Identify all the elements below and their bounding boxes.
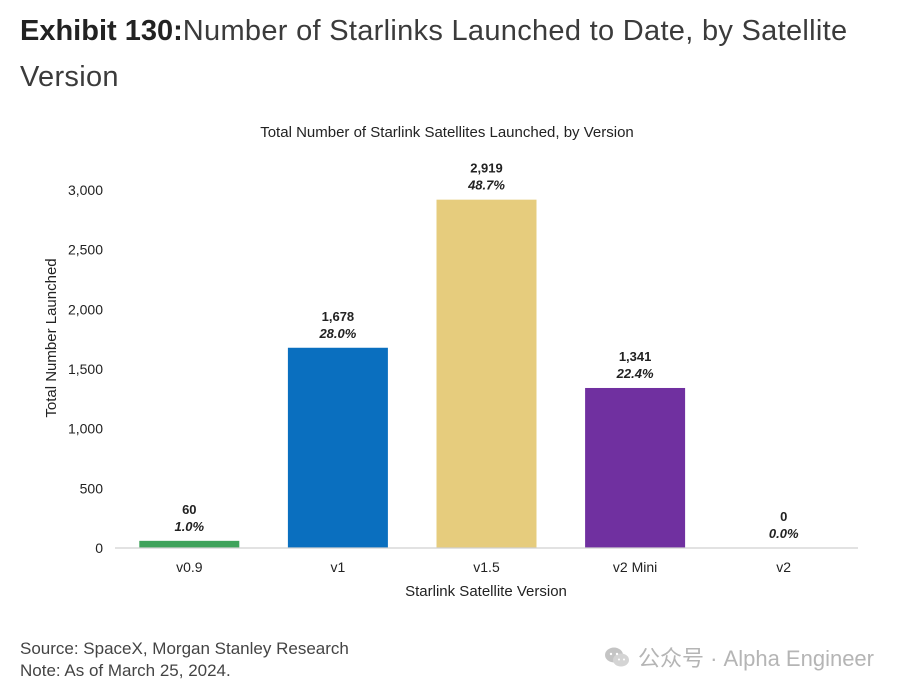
percent-label: 22.4% — [616, 366, 654, 381]
x-tick-label: v2 Mini — [613, 559, 657, 575]
bar-v2-mini — [585, 387, 686, 548]
percent-label: 48.7% — [467, 178, 505, 193]
footer: Source: SpaceX, Morgan Stanley Research … — [20, 638, 349, 682]
x-axis-label: Starlink Satellite Version — [405, 583, 567, 600]
x-axis-ticks: v0.9 v1 v1.5 v2 Mini v2 — [176, 559, 791, 575]
bar-chart: Total Number of Starlink Satellites Laun… — [43, 124, 858, 600]
y-axis-label: Total Number Launched — [43, 258, 60, 417]
y-tick-label: 2,000 — [68, 301, 103, 317]
percent-label: 28.0% — [318, 326, 356, 341]
x-tick-label: v1.5 — [473, 559, 500, 575]
y-tick-label: 1,000 — [68, 421, 103, 437]
bars: 60 1.0% 1,678 28.0% 2,919 48.7% 1,341 22.4% 0 0.0… — [139, 161, 799, 548]
bar-v1 — [287, 347, 388, 548]
y-tick-label: 1,500 — [68, 361, 103, 377]
bar-v0.9 — [139, 540, 240, 548]
watermark: 公众号 · Alpha Engineer — [604, 641, 874, 673]
exhibit-header: Exhibit 130:Number of Starlinks Launched… — [20, 8, 882, 100]
y-axis-ticks: 0 500 1,000 1,500 2,000 2,500 3,000 — [68, 182, 103, 556]
exhibit-title: Number of Starlinks Launched to Date, by… — [20, 15, 848, 93]
bar-v1.5 — [436, 199, 537, 548]
x-tick-label: v0.9 — [176, 559, 203, 575]
value-label: 0 — [780, 509, 787, 524]
y-tick-label: 3,000 — [68, 182, 103, 198]
value-label: 1,678 — [322, 309, 355, 324]
chart-title: Total Number of Starlink Satellites Laun… — [260, 124, 634, 141]
date-note: Note: As of March 25, 2024. — [20, 661, 231, 680]
exhibit-label: Exhibit 130: — [20, 15, 183, 47]
percent-label: 0.0% — [769, 526, 799, 541]
wechat-icon — [605, 647, 629, 667]
value-label: 2,919 — [470, 161, 503, 176]
x-tick-label: v2 — [776, 559, 791, 575]
value-label: 1,341 — [619, 349, 652, 364]
x-tick-label: v1 — [331, 559, 346, 575]
value-label: 60 — [182, 502, 196, 517]
watermark-text: 公众号 · Alpha Engineer — [638, 646, 874, 671]
y-tick-label: 500 — [80, 480, 104, 496]
y-tick-label: 0 — [95, 540, 103, 556]
percent-label: 1.0% — [174, 519, 204, 534]
y-tick-label: 2,500 — [68, 242, 103, 258]
source-note: Source: SpaceX, Morgan Stanley Research — [20, 639, 349, 658]
